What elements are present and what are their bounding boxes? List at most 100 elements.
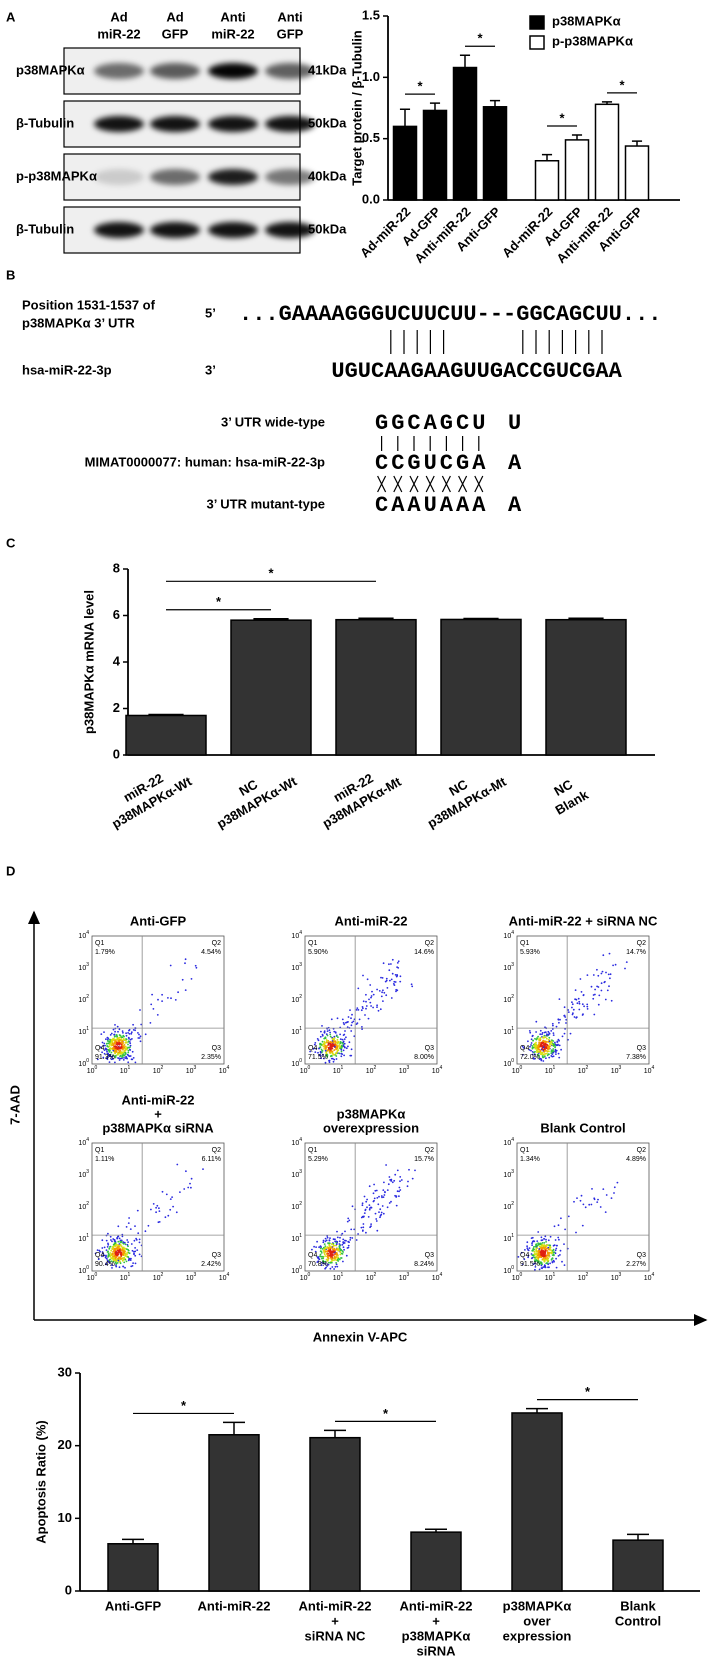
event-dot xyxy=(410,983,413,986)
event-dot xyxy=(578,1002,581,1005)
event-dot xyxy=(325,1033,328,1036)
event-dot xyxy=(315,1047,318,1050)
event-dot xyxy=(104,1044,106,1047)
seq-label: 3’ UTR mutant-type xyxy=(207,496,325,511)
event-dot xyxy=(382,1212,385,1215)
y-tick-label: 102 xyxy=(78,1201,89,1211)
event-dot xyxy=(338,1243,341,1245)
event-dot xyxy=(119,1262,122,1265)
event-dot xyxy=(375,1218,378,1220)
event-dot xyxy=(119,1050,121,1052)
event-dot xyxy=(559,1254,561,1256)
event-dot xyxy=(382,1000,384,1002)
quadrant-name: Q2 xyxy=(425,1147,434,1154)
event-dot xyxy=(103,1052,106,1055)
event-dot xyxy=(536,1247,539,1249)
event-dot xyxy=(128,1046,131,1049)
event-dot xyxy=(556,1041,559,1043)
event-dot xyxy=(320,1252,323,1254)
event-dot xyxy=(156,1014,159,1016)
event-dot xyxy=(105,1043,108,1045)
event-dot xyxy=(602,1188,605,1190)
x-tick-label: 101 xyxy=(333,1272,344,1282)
event-dot xyxy=(117,1051,120,1054)
event-dot xyxy=(553,1260,555,1263)
event-dot xyxy=(115,1050,118,1053)
event-dot xyxy=(367,1216,370,1218)
event-dot xyxy=(390,978,393,981)
event-dot xyxy=(128,1028,131,1031)
event-dot xyxy=(335,1044,338,1047)
y-tick-label: 102 xyxy=(503,1201,514,1211)
event-dot xyxy=(116,1047,119,1050)
quadrant-value: 7.38% xyxy=(626,1054,646,1061)
y-tick-label: 100 xyxy=(291,1058,302,1068)
event-dot xyxy=(122,1242,125,1245)
y-tick-label: 104 xyxy=(78,930,89,940)
event-dot xyxy=(547,1039,550,1041)
event-dot xyxy=(373,1183,375,1186)
x-tick-label: Anti-miR-22 xyxy=(400,1598,473,1613)
tick-base: 10 xyxy=(219,1275,227,1282)
event-dot xyxy=(335,1248,338,1251)
event-dot xyxy=(608,952,611,955)
event-dot xyxy=(130,1265,133,1268)
event-dot xyxy=(552,1024,554,1027)
tick-exp: 0 xyxy=(95,1272,98,1278)
x-tick-label: NCp38MAPKα-Mt xyxy=(417,759,510,831)
y-tick-label: 104 xyxy=(291,1137,302,1147)
event-dot xyxy=(557,1018,560,1021)
x-tick-label: 100 xyxy=(300,1065,311,1075)
significance-label: * xyxy=(216,594,222,609)
y-tick-label: 100 xyxy=(503,1058,514,1068)
quadrant-name: Q4 xyxy=(95,1045,104,1052)
quadrant-value: 14.6% xyxy=(414,949,434,956)
event-dot xyxy=(185,1170,187,1173)
event-dot xyxy=(114,1024,116,1026)
event-dot xyxy=(122,1048,124,1051)
seq: A xyxy=(508,451,522,476)
event-dot xyxy=(538,1252,541,1255)
event-dot xyxy=(532,1263,535,1266)
plot-title: Anti-miR-22 xyxy=(335,913,408,928)
event-dot xyxy=(339,1033,341,1036)
event-dot xyxy=(549,1251,552,1254)
event-dot xyxy=(333,1058,336,1061)
blot-band xyxy=(265,169,315,185)
event-dot xyxy=(543,1248,546,1250)
event-dot xyxy=(557,1038,560,1041)
event-dot xyxy=(564,1016,567,1018)
event-dot xyxy=(360,1216,363,1219)
tick-exp: 3 xyxy=(86,962,89,968)
tick-exp: 1 xyxy=(86,1233,89,1239)
event-dot xyxy=(124,1243,127,1246)
event-dot xyxy=(552,1040,555,1042)
event-dot xyxy=(374,1189,377,1192)
x-tick-label: NCp38MAPKα-Wt xyxy=(206,759,300,832)
quadrant-name: Q3 xyxy=(637,1045,646,1052)
event-dot xyxy=(396,1190,399,1193)
event-dot xyxy=(546,1050,548,1052)
event-dot xyxy=(370,995,373,997)
tick-exp: 2 xyxy=(86,1201,89,1207)
event-dot xyxy=(322,1262,325,1265)
event-dot xyxy=(317,1256,320,1259)
blot-band xyxy=(208,169,258,185)
y-tick-label: 1.0 xyxy=(362,69,380,84)
event-dot xyxy=(541,1047,544,1050)
event-dot xyxy=(123,1251,126,1253)
event-dot xyxy=(538,1041,540,1044)
event-dot xyxy=(533,1246,535,1248)
event-dot xyxy=(319,1247,322,1250)
event-dot xyxy=(113,1038,116,1041)
event-dot xyxy=(116,1251,119,1254)
event-dot xyxy=(102,1044,105,1047)
event-dot xyxy=(567,1011,570,1013)
event-dot xyxy=(117,1052,119,1055)
tick-base: 10 xyxy=(186,1275,194,1282)
tick-exp: 4 xyxy=(299,930,302,936)
event-dot xyxy=(330,1018,333,1021)
panel-label: A xyxy=(6,9,16,24)
quadrant-value: 70.8% xyxy=(308,1261,328,1268)
event-dot xyxy=(136,1249,139,1251)
